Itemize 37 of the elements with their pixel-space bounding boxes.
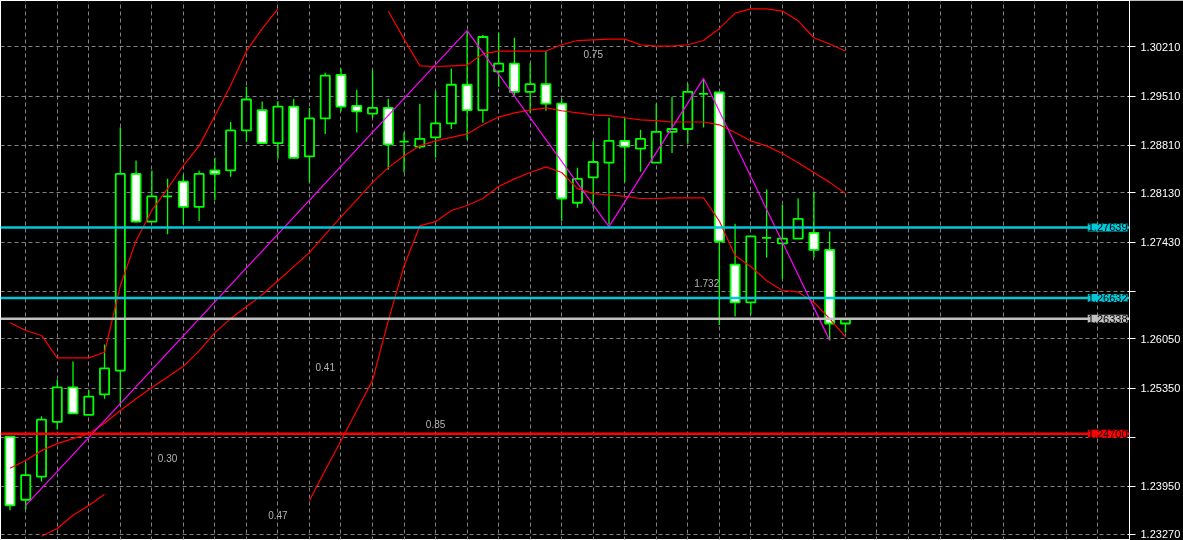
candlestick [635,129,646,173]
y-tick-label: 1.23270 [1140,528,1181,540]
candlestick [83,389,95,416]
candlestick [351,89,363,134]
y-tick-label: 1.28810 [1140,139,1181,152]
y-tick-label: 1.23950 [1140,480,1181,493]
annotation: 0.41 [315,361,336,373]
y-tick-label: 1.27430 [1140,236,1181,249]
annotation: 0.47 [268,509,289,521]
y-tick-label: 1.28130 [1140,186,1181,199]
candlestick [603,117,615,226]
y-tick-label: 1.30210 [1140,40,1181,53]
candlestick [587,140,599,209]
candlestick [761,188,773,259]
ref-line-label: 1.27639 [1087,221,1128,234]
candlestick [398,131,410,174]
candlestick [619,117,631,184]
ref-line-label: 1.26632 [1087,292,1128,305]
candlestick [162,178,174,235]
ref-line-label: 1.24700 [1087,427,1128,440]
annotation: 0.30 [157,453,178,465]
y-tick-label: 1.25350 [1140,382,1181,395]
annotation: 0.75 [583,48,604,60]
candlestick [430,90,442,159]
candlestick [666,96,678,154]
y-tick-label: 1.29510 [1140,90,1181,102]
candlestick [524,62,536,114]
candlestick [209,157,221,201]
candlestick [808,190,820,259]
ref-line-label: 1.26338 [1087,312,1128,325]
annotation: 0.85 [425,419,446,431]
y-tick-label: 1.26050 [1140,332,1181,345]
candlestick [367,69,378,119]
candlestick [698,79,710,129]
line-series [25,30,831,506]
annotation: 1.732 [694,278,720,290]
candlestick [540,50,552,112]
